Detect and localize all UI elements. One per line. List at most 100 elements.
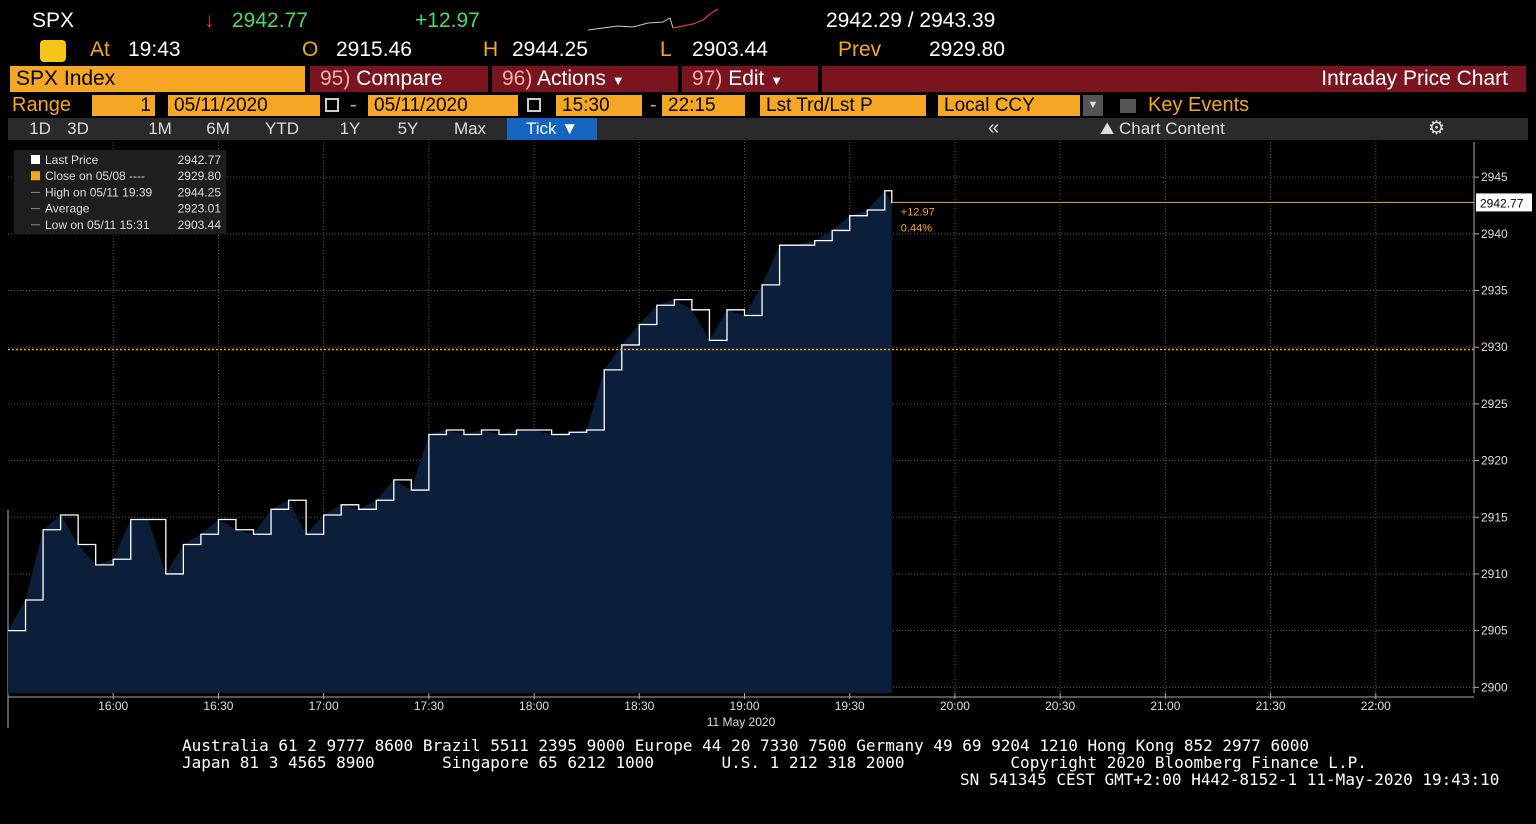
change-annotation: 0.44% — [901, 222, 932, 234]
calendar-icon[interactable] — [325, 98, 339, 112]
open-label: O — [302, 38, 319, 61]
range-tab[interactable]: 6M — [196, 118, 240, 140]
button-label: Compare — [356, 67, 443, 90]
footer-line: Japan 81 3 4565 8900 Singapore 65 6212 1… — [182, 753, 1367, 772]
legend-value: 2923.01 — [178, 202, 222, 216]
low-value: 2903.44 — [692, 38, 768, 61]
settings-button[interactable]: ⚙ — [1428, 118, 1446, 139]
y-tick-label: 2920 — [1481, 454, 1508, 468]
end-time-field[interactable]: 22:15 — [662, 95, 745, 116]
y-tick-label: 2935 — [1481, 284, 1508, 298]
tab-label: YTD — [265, 119, 299, 138]
chart-content-label: Chart Content — [1119, 119, 1225, 138]
date-separator: - — [350, 94, 357, 116]
compare-button[interactable]: 95) Compare — [310, 66, 488, 92]
at-label: At — [90, 38, 110, 61]
legend-label: Last Price — [45, 153, 99, 167]
chart-content-button[interactable]: ⛰ Chart Content — [1100, 119, 1225, 138]
range-tab[interactable]: 3D — [54, 118, 102, 140]
button-number: 96) — [502, 67, 533, 90]
footer-line: Australia 61 2 9777 8600 Brazil 5511 239… — [182, 736, 1310, 755]
x-tick-label: 17:30 — [414, 699, 444, 713]
range-tab[interactable]: 1Y — [332, 118, 368, 140]
y-tick-label: 2905 — [1481, 624, 1508, 638]
actions-button[interactable]: 96) Actions ▼ — [492, 66, 678, 92]
tab-label: 1D — [29, 119, 51, 138]
end-date-field[interactable]: 05/11/2020 — [368, 95, 518, 116]
button-number: 97) — [692, 67, 723, 90]
high-label: H — [483, 38, 499, 61]
x-tick-label: 19:00 — [729, 699, 759, 713]
tab-label: 3D — [67, 119, 89, 138]
legend-value: 2942.77 — [178, 153, 222, 167]
tab-label: Tick — [525, 119, 557, 138]
legend-background — [14, 150, 226, 234]
prev-value: 2929.80 — [929, 38, 1005, 61]
range-tab[interactable]: 5Y — [390, 118, 426, 140]
x-tick-label: 16:30 — [203, 699, 233, 713]
alert-icon[interactable] — [40, 40, 66, 62]
dropdown-arrow: ▼ — [770, 73, 784, 88]
last-price-tag-label: 2942.77 — [1480, 196, 1524, 210]
price-area — [8, 190, 892, 693]
open-value: 2915.46 — [336, 38, 412, 61]
x-tick-label: 17:00 — [309, 699, 339, 713]
y-tick-label: 2915 — [1481, 510, 1508, 524]
key-events-label: Key Events — [1148, 94, 1250, 116]
x-tick-label: 22:00 — [1361, 699, 1391, 713]
currency-dropdown[interactable]: ▼ — [1083, 95, 1103, 116]
edit-button[interactable]: 97) Edit ▼ — [682, 66, 818, 92]
range-tab[interactable]: 1D — [18, 118, 62, 140]
low-label: L — [660, 38, 672, 61]
button-label: Actions — [537, 67, 606, 90]
legend-value: 2944.25 — [178, 185, 222, 199]
tab-label: 1Y — [339, 119, 361, 138]
footer-line: SN 541345 CEST GMT+2:00 H442-8152-1 11-M… — [960, 770, 1500, 789]
collapse-button[interactable]: « — [988, 117, 1000, 139]
range-tab[interactable]: 1M — [138, 118, 182, 140]
y-tick-label: 2930 — [1481, 340, 1508, 354]
sparkline — [588, 8, 719, 31]
x-tick-label: 18:00 — [519, 699, 549, 713]
y-tick-label: 2925 — [1481, 397, 1508, 411]
change-annotation: +12.97 — [901, 206, 935, 218]
y-tick-label: 2900 — [1481, 680, 1508, 694]
ticker: SPX — [32, 9, 75, 32]
button-label: Edit — [728, 67, 765, 90]
down-arrow: ↓ — [204, 9, 215, 32]
legend-label: Low on 05/11 15:31 — [45, 218, 150, 232]
price-type-field[interactable]: Lst Trd/Lst P — [760, 95, 926, 116]
y-tick-label: 2945 — [1481, 170, 1508, 184]
y-tick-label: 2940 — [1481, 227, 1508, 241]
x-axis-label: 11 May 2020 — [707, 715, 776, 729]
high-value: 2944.25 — [512, 38, 588, 61]
tab-label: 1M — [148, 119, 172, 138]
tab-bar — [8, 118, 1528, 140]
y-tick-label: 2910 — [1481, 567, 1508, 581]
tab-label: 6M — [206, 119, 230, 138]
currency-field[interactable]: Local CCY — [938, 95, 1080, 116]
button-number: 95) — [320, 67, 351, 90]
tab-label: 5Y — [397, 119, 419, 138]
range-tab[interactable]: YTD — [254, 118, 310, 140]
x-tick-label: 19:30 — [835, 699, 865, 713]
quote-time: 19:43 — [128, 38, 181, 61]
range-tab[interactable]: Max — [444, 118, 496, 140]
period-field[interactable]: 1 — [92, 95, 155, 116]
key-events-checkbox[interactable] — [1120, 99, 1136, 113]
x-tick-label: 21:30 — [1256, 699, 1286, 713]
legend-value: 2929.80 — [178, 169, 222, 183]
security-field[interactable]: SPX Index — [10, 66, 305, 92]
start-date-field[interactable]: 05/11/2020 — [168, 95, 320, 116]
calendar-icon[interactable] — [527, 98, 541, 112]
legend-swatch — [31, 155, 40, 164]
legend-swatch — [31, 171, 40, 181]
time-separator: - — [650, 94, 657, 116]
range-tab[interactable]: Tick ▼ — [507, 118, 597, 140]
dropdown-arrow: ▼ — [611, 73, 625, 88]
start-time-field[interactable]: 15:30 — [556, 95, 642, 116]
last-price-tag — [1476, 193, 1532, 212]
prev-label: Prev — [838, 38, 882, 61]
legend-label: Average — [45, 202, 90, 216]
